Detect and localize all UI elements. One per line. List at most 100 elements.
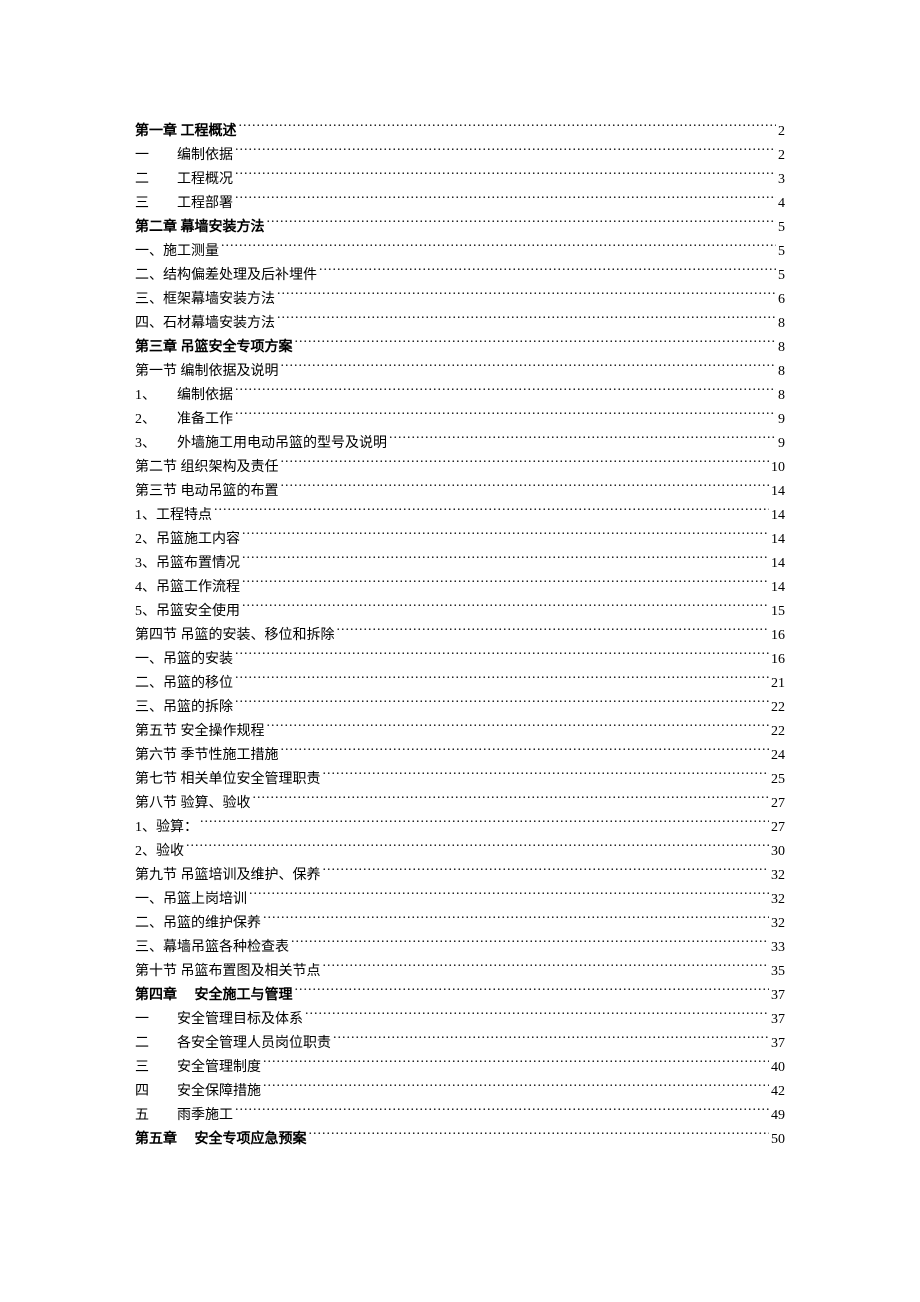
toc-entry: 4、吊篮工作流程 14: [135, 576, 785, 600]
toc-entry-page: 14: [771, 576, 785, 600]
toc-dots: [235, 1105, 769, 1119]
toc-entry-page: 22: [771, 696, 785, 720]
toc-dots: [305, 1009, 769, 1023]
toc-entry-page: 32: [771, 864, 785, 888]
toc-entry-label: 2、 准备工作: [135, 408, 233, 432]
toc-entry-label: 二、结构偏差处理及后补埋件: [135, 264, 317, 288]
toc-entry: 第五节 安全操作规程22: [135, 720, 785, 744]
toc-entry: 第一节 编制依据及说明 8: [135, 360, 785, 384]
toc-entry-label: 1、验算：: [135, 816, 198, 840]
toc-dots: [295, 985, 770, 999]
toc-entry: 二、吊篮的移位21: [135, 672, 785, 696]
toc-entry: 第八节 验算、验收27: [135, 792, 785, 816]
toc-dots: [267, 721, 770, 735]
toc-dots: [389, 433, 776, 447]
toc-entry-label: 第六节 季节性施工措施: [135, 744, 279, 768]
toc-entry: 第九节 吊篮培训及维护、保养 32: [135, 864, 785, 888]
toc-entry: 一 编制依据2: [135, 144, 785, 168]
toc-entry-label: 4、吊篮工作流程: [135, 576, 240, 600]
toc-entry-label: 3、吊篮布置情况: [135, 552, 240, 576]
toc-entry-label: 1、 编制依据: [135, 384, 233, 408]
toc-entry: 1、工程特点 14: [135, 504, 785, 528]
toc-dots: [221, 241, 776, 255]
toc-entry: 二 各安全管理人员岗位职责 37: [135, 1032, 785, 1056]
toc-entry-page: 14: [771, 528, 785, 552]
toc-entry-page: 8: [778, 336, 785, 360]
toc-dots: [214, 505, 769, 519]
toc-dots: [277, 289, 776, 303]
toc-entry-label: 一 安全管理目标及体系: [135, 1008, 303, 1032]
toc-entry-label: 1、工程特点: [135, 504, 212, 528]
toc-entry-page: 24: [771, 744, 785, 768]
toc-entry-page: 9: [778, 432, 785, 456]
toc-dots: [235, 169, 776, 183]
toc-entry: 第七节 相关单位安全管理职责25: [135, 768, 785, 792]
toc-entry-label: 第一节 编制依据及说明: [135, 360, 279, 384]
toc-entry-label: 第四章 安全施工与管理: [135, 984, 293, 1008]
toc-entry-label: 2、验收: [135, 840, 184, 864]
toc-entry-page: 27: [771, 792, 785, 816]
toc-entry-label: 三、框架幕墙安装方法: [135, 288, 275, 312]
toc-entry: 1、验算： 27: [135, 816, 785, 840]
toc-dots: [323, 961, 770, 975]
toc-dots: [263, 1081, 769, 1095]
toc-entry-page: 32: [771, 888, 785, 912]
toc-entry-label: 第九节 吊篮培训及维护、保养: [135, 864, 321, 888]
toc-entry-label: 3、 外墙施工用电动吊篮的型号及说明: [135, 432, 387, 456]
toc-dots: [235, 649, 769, 663]
toc-entry-page: 40: [771, 1056, 785, 1080]
toc-entry: 1、 编制依据8: [135, 384, 785, 408]
toc-entry-page: 3: [778, 168, 785, 192]
toc-entry: 一、吊篮的安装16: [135, 648, 785, 672]
toc-entry-label: 二 工程概况: [135, 168, 233, 192]
toc-entry-page: 33: [771, 936, 785, 960]
toc-entry-label: 五 雨季施工: [135, 1104, 233, 1128]
toc-entry-label: 四 安全保障措施: [135, 1080, 261, 1104]
toc-entry-label: 二 各安全管理人员岗位职责: [135, 1032, 331, 1056]
toc-dots: [186, 841, 769, 855]
toc-dots: [277, 313, 776, 327]
toc-dots: [242, 577, 769, 591]
toc-dots: [242, 601, 769, 615]
toc-entry-label: 2、吊篮施工内容: [135, 528, 240, 552]
toc-entry-page: 14: [771, 504, 785, 528]
toc-dots: [242, 529, 769, 543]
toc-entry-page: 37: [771, 1008, 785, 1032]
toc-entry: 3、 外墙施工用电动吊篮的型号及说明 9: [135, 432, 785, 456]
toc-entry: 一、施工测量5: [135, 240, 785, 264]
toc-dots: [253, 793, 770, 807]
toc-entry-page: 5: [778, 240, 785, 264]
toc-entry-page: 42: [771, 1080, 785, 1104]
toc-entry-label: 第五节 安全操作规程: [135, 720, 265, 744]
toc-entry: 第三节 电动吊篮的布置14: [135, 480, 785, 504]
toc-entry-label: 第二节 组织架构及责任: [135, 456, 279, 480]
toc-entry: 二 工程概况 3: [135, 168, 785, 192]
toc-entry-page: 50: [771, 1128, 785, 1152]
toc-entry-label: 三 工程部署: [135, 192, 233, 216]
toc-entry-label: 5、吊篮安全使用: [135, 600, 240, 624]
toc-entry-page: 5: [778, 216, 785, 240]
toc-entry: 2、吊篮施工内容 14: [135, 528, 785, 552]
toc-entry: 第五章 安全专项应急预案50: [135, 1128, 785, 1152]
toc-entry: 3、吊篮布置情况14: [135, 552, 785, 576]
toc-entry-page: 49: [771, 1104, 785, 1128]
toc-entry: 2、 准备工作9: [135, 408, 785, 432]
toc-entry: 三 工程部署4: [135, 192, 785, 216]
toc-entry: 5、吊篮安全使用15: [135, 600, 785, 624]
toc-list: 第一章 工程概述2一 编制依据2二 工程概况3三 工程部署4第二章 幕墙安装方法…: [135, 120, 785, 1152]
toc-entry-label: 第三节 电动吊篮的布置: [135, 480, 279, 504]
toc-entry-page: 10: [771, 456, 785, 480]
toc-entry-page: 2: [778, 120, 785, 144]
toc-entry-page: 27: [771, 816, 785, 840]
toc-entry: 第四章 安全施工与管理37: [135, 984, 785, 1008]
toc-entry: 一 安全管理目标及体系 37: [135, 1008, 785, 1032]
toc-dots: [235, 193, 776, 207]
toc-dots: [249, 889, 769, 903]
toc-entry-page: 37: [771, 1032, 785, 1056]
toc-entry: 第二节 组织架构及责任 10: [135, 456, 785, 480]
toc-entry-label: 第七节 相关单位安全管理职责: [135, 768, 321, 792]
toc-dots: [263, 913, 769, 927]
toc-entry-label: 四、石材幕墙安装方法: [135, 312, 275, 336]
toc-entry-label: 三、吊篮的拆除: [135, 696, 233, 720]
toc-entry-page: 8: [778, 360, 785, 384]
